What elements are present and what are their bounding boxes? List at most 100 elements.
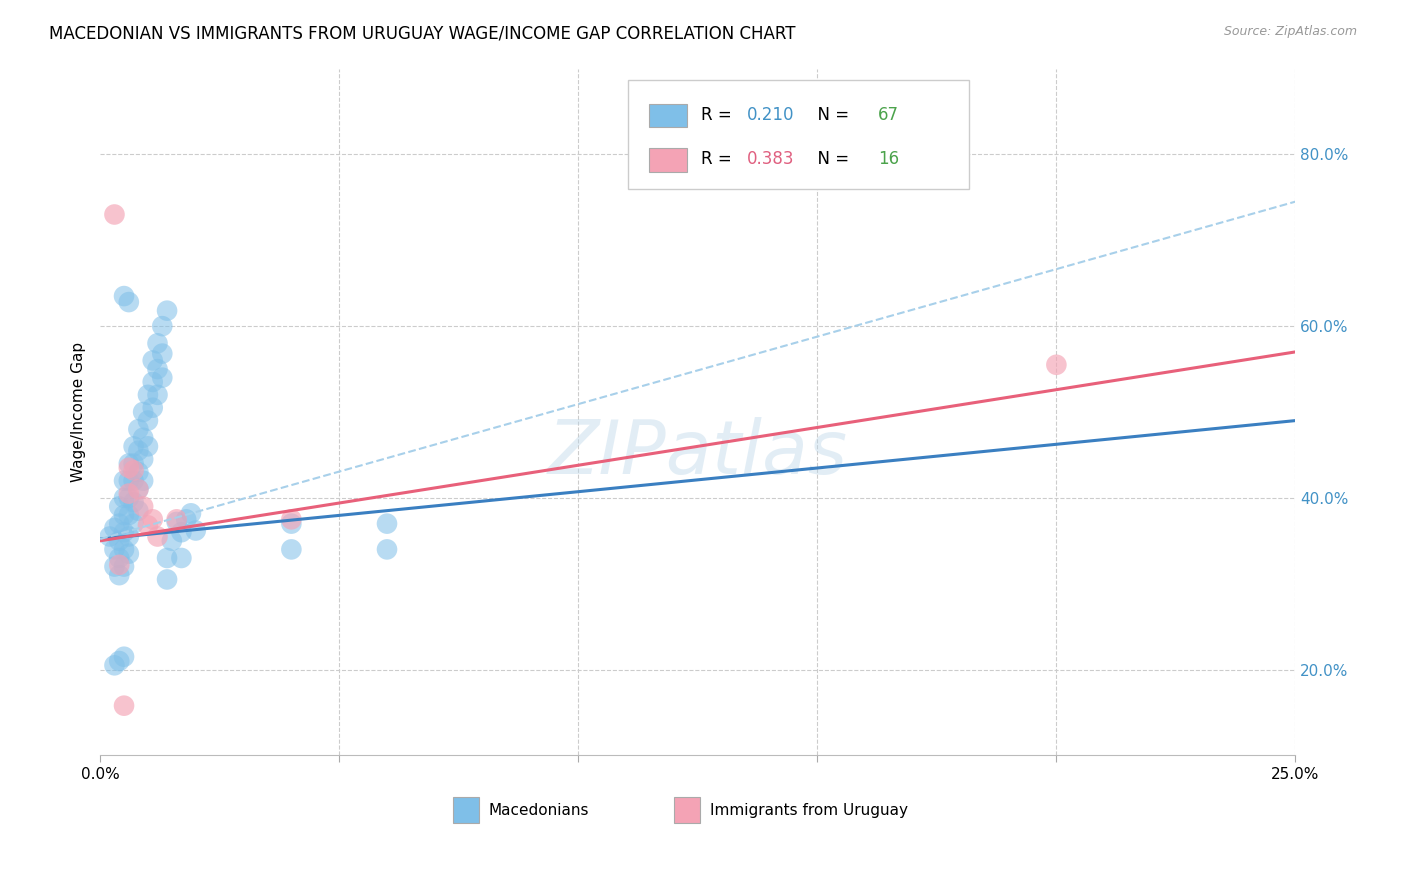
Point	[160, 533, 183, 548]
Point	[108, 568, 131, 582]
Point	[103, 542, 125, 557]
Point	[1045, 358, 1067, 372]
Point	[132, 431, 155, 445]
Point	[132, 474, 155, 488]
Text: R =: R =	[702, 105, 737, 124]
Point	[122, 463, 145, 477]
Point	[118, 460, 141, 475]
Point	[108, 516, 131, 531]
FancyBboxPatch shape	[628, 80, 969, 189]
Point	[166, 515, 188, 529]
Text: R =: R =	[702, 150, 737, 169]
Point	[112, 559, 135, 574]
FancyBboxPatch shape	[648, 148, 688, 171]
Point	[375, 542, 398, 557]
Point	[280, 516, 302, 531]
Point	[166, 512, 188, 526]
Point	[108, 551, 131, 566]
Point	[103, 559, 125, 574]
Point	[184, 524, 207, 538]
Text: 67: 67	[879, 105, 900, 124]
FancyBboxPatch shape	[673, 797, 700, 823]
Point	[118, 529, 141, 543]
Point	[103, 207, 125, 221]
Point	[103, 521, 125, 535]
Point	[127, 504, 149, 518]
Point	[132, 452, 155, 467]
Text: 0.383: 0.383	[747, 150, 794, 169]
Point	[132, 500, 155, 514]
Point	[156, 573, 179, 587]
Point	[118, 457, 141, 471]
Point	[146, 529, 169, 543]
Point	[142, 375, 165, 389]
Point	[108, 500, 131, 514]
Point	[142, 401, 165, 415]
Point	[136, 518, 159, 533]
Point	[127, 483, 149, 497]
Point	[112, 698, 135, 713]
Point	[136, 439, 159, 453]
Point	[170, 551, 193, 566]
Point	[122, 495, 145, 509]
Point	[127, 483, 149, 497]
Text: Immigrants from Uruguay: Immigrants from Uruguay	[710, 803, 908, 818]
Point	[146, 336, 169, 351]
Text: 0.210: 0.210	[747, 105, 794, 124]
Point	[118, 781, 141, 796]
Point	[118, 491, 141, 505]
Point	[280, 542, 302, 557]
Point	[112, 491, 135, 505]
Text: N =: N =	[807, 105, 853, 124]
FancyBboxPatch shape	[648, 103, 688, 127]
Point	[108, 558, 131, 572]
Point	[98, 529, 121, 543]
Text: Source: ZipAtlas.com: Source: ZipAtlas.com	[1223, 25, 1357, 38]
Point	[108, 533, 131, 548]
Point	[375, 516, 398, 531]
Point	[150, 319, 173, 334]
Point	[118, 486, 141, 500]
Point	[127, 465, 149, 479]
Point	[150, 370, 173, 384]
Point	[174, 512, 197, 526]
Point	[118, 547, 141, 561]
Point	[142, 353, 165, 368]
Point	[136, 388, 159, 402]
Text: ZIPatlas: ZIPatlas	[548, 417, 848, 489]
Point	[156, 551, 179, 566]
Point	[122, 439, 145, 453]
Point	[103, 658, 125, 673]
Point	[180, 506, 202, 520]
Point	[118, 474, 141, 488]
FancyBboxPatch shape	[453, 797, 479, 823]
Point	[112, 289, 135, 303]
Point	[112, 508, 135, 522]
Point	[118, 508, 141, 522]
Point	[146, 388, 169, 402]
Y-axis label: Wage/Income Gap: Wage/Income Gap	[72, 342, 86, 482]
Point	[132, 405, 155, 419]
Point	[156, 303, 179, 318]
Point	[136, 414, 159, 428]
Text: N =: N =	[807, 150, 853, 169]
Point	[108, 654, 131, 668]
Text: 16: 16	[879, 150, 900, 169]
Text: MACEDONIAN VS IMMIGRANTS FROM URUGUAY WAGE/INCOME GAP CORRELATION CHART: MACEDONIAN VS IMMIGRANTS FROM URUGUAY WA…	[49, 25, 796, 43]
Point	[112, 525, 135, 540]
Point	[122, 474, 145, 488]
Point	[112, 474, 135, 488]
Point	[146, 362, 169, 376]
Point	[112, 649, 135, 664]
Point	[127, 443, 149, 458]
Point	[142, 512, 165, 526]
Point	[280, 512, 302, 526]
Point	[122, 516, 145, 531]
Text: Macedonians: Macedonians	[489, 803, 589, 818]
Point	[127, 422, 149, 436]
Point	[170, 525, 193, 540]
Point	[118, 295, 141, 310]
Point	[150, 346, 173, 360]
Point	[112, 542, 135, 557]
Point	[122, 457, 145, 471]
